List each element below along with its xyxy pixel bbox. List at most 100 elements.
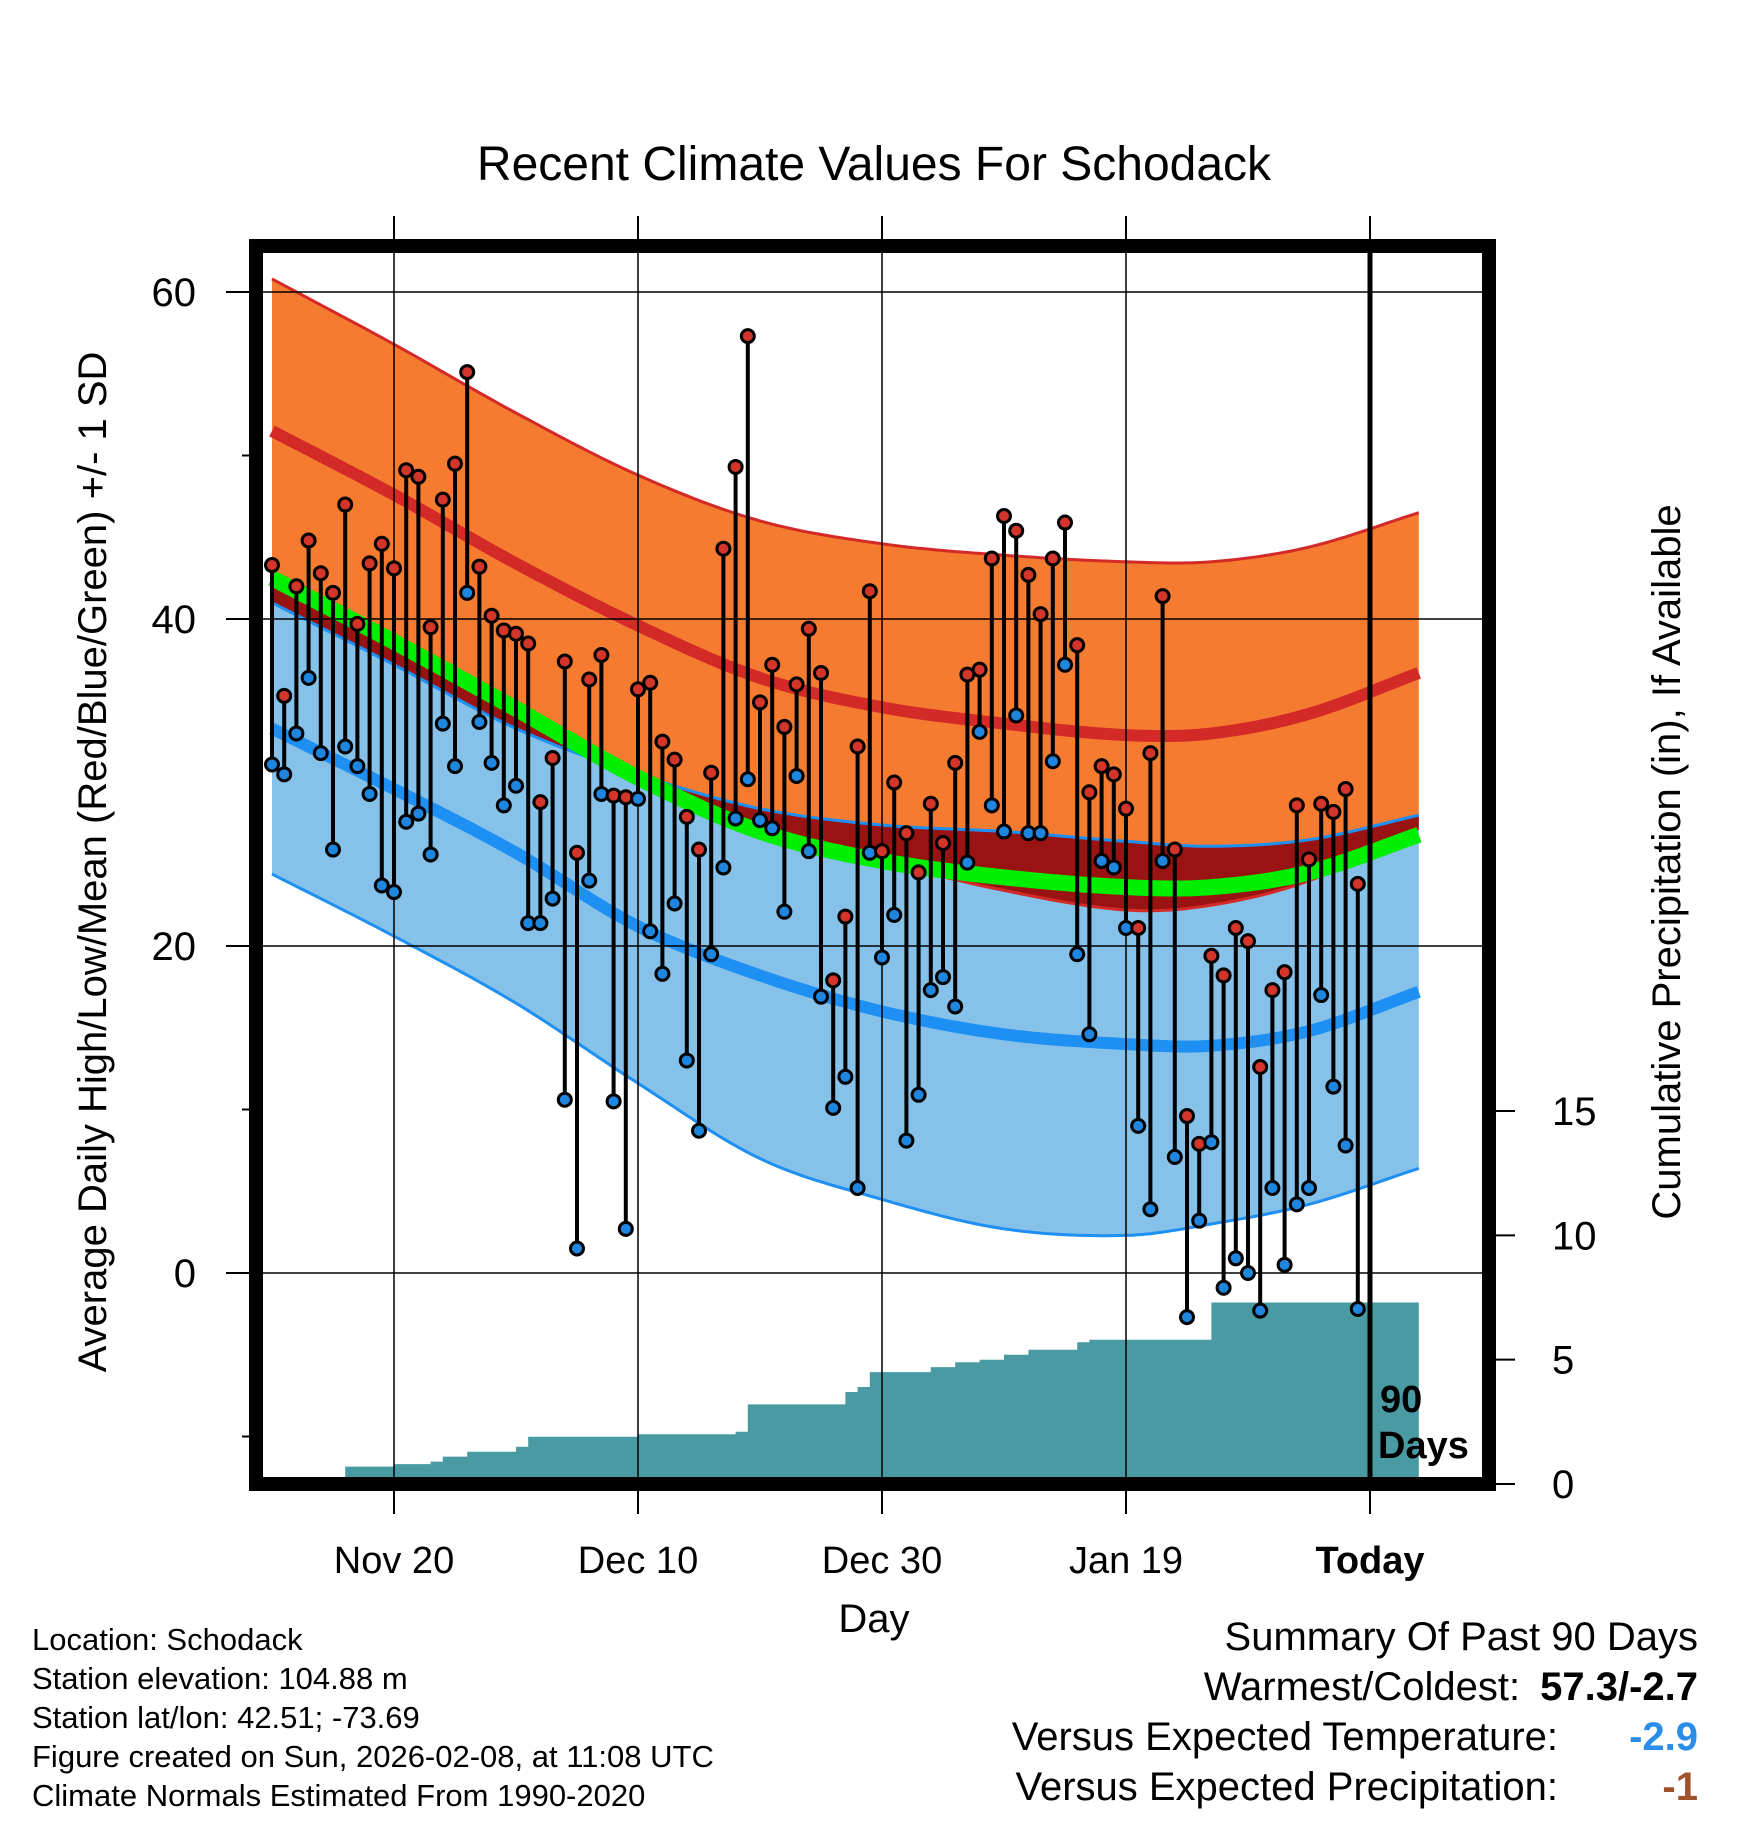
daily-high-point xyxy=(264,557,280,574)
daily-high-point xyxy=(1105,766,1122,783)
daily-high-point xyxy=(715,540,732,557)
daily-low-point xyxy=(300,669,317,686)
daily-high-point xyxy=(1044,550,1061,567)
daily-low-point xyxy=(678,1052,695,1069)
daily-high-point xyxy=(1288,797,1305,814)
temp-value: -2.9 xyxy=(1629,1715,1698,1759)
daily-high-point xyxy=(459,364,476,381)
daily-low-point xyxy=(264,756,280,773)
daily-high-point xyxy=(1215,967,1232,984)
daily-low-point xyxy=(544,890,561,907)
daily-low-point xyxy=(312,745,329,762)
daily-high-point xyxy=(508,625,524,642)
temp-label: Versus Expected Temperature: xyxy=(1011,1715,1558,1759)
daily-low-point xyxy=(837,1068,854,1085)
daily-high-point xyxy=(971,661,988,678)
daily-high-point xyxy=(1301,851,1317,868)
y-tick-label-right: 0 xyxy=(1552,1463,1574,1507)
daily-low-point xyxy=(1227,1250,1244,1267)
daily-high-point xyxy=(935,834,951,851)
daily-high-point xyxy=(983,550,1000,567)
daily-high-point xyxy=(898,825,915,842)
x-tick-label: Nov 20 xyxy=(334,1540,454,1582)
daily-high-point xyxy=(703,764,720,781)
daily-high-point xyxy=(373,535,390,552)
daily-high-point xyxy=(837,908,854,925)
x-axis-label: Day xyxy=(838,1597,909,1641)
daily-low-point xyxy=(1349,1300,1366,1317)
daily-high-point xyxy=(922,795,939,812)
daily-low-point xyxy=(1337,1137,1354,1154)
daily-low-point xyxy=(495,797,512,814)
daily-values xyxy=(264,328,1366,1326)
today-days-label-2: Days xyxy=(1378,1425,1469,1467)
daily-low-point xyxy=(1325,1078,1342,1095)
daily-high-point xyxy=(861,583,878,600)
daily-high-point xyxy=(691,841,707,858)
y-tick-label-right: 5 xyxy=(1552,1339,1574,1383)
daily-high-point xyxy=(1166,841,1183,858)
daily-low-point xyxy=(788,767,805,784)
daily-low-point xyxy=(654,965,671,982)
daily-low-point xyxy=(642,923,659,940)
daily-high-point xyxy=(483,607,500,624)
daily-high-point xyxy=(1227,920,1244,937)
daily-high-point xyxy=(434,491,451,508)
precip-label: Versus Expected Precipitation: xyxy=(1015,1765,1558,1809)
normals-text: Climate Normals Estimated From 1990-2020 xyxy=(32,1778,646,1813)
daily-high-point xyxy=(910,864,927,881)
daily-low-point xyxy=(739,771,756,788)
daily-high-point xyxy=(1093,758,1110,775)
daily-low-point xyxy=(813,988,829,1005)
daily-low-point xyxy=(898,1132,915,1149)
daily-high-point xyxy=(337,496,354,513)
daily-low-point xyxy=(983,797,1000,814)
summary-panel: Summary Of Past 90 Days Warmest/Coldest:… xyxy=(1012,1612,1698,1812)
summary-warm-cold: Warmest/Coldest: 57.3/-2.7 xyxy=(1012,1662,1698,1712)
daily-high-point xyxy=(471,558,488,575)
daily-low-point xyxy=(1301,1179,1317,1196)
daily-low-point xyxy=(1105,859,1122,876)
daily-low-point xyxy=(922,982,939,999)
daily-high-point xyxy=(739,328,756,345)
elevation-text: Station elevation: 104.88 m xyxy=(32,1661,408,1696)
precip-value: -1 xyxy=(1662,1765,1698,1809)
daily-low-point xyxy=(996,823,1012,840)
daily-high-point xyxy=(447,455,463,472)
daily-high-point xyxy=(947,754,964,771)
daily-low-point xyxy=(349,758,366,775)
normal-mean-line xyxy=(268,571,1422,897)
y-tick-label-left: 60 xyxy=(152,271,197,315)
daily-low-point xyxy=(874,949,890,966)
daily-high-point xyxy=(727,458,744,475)
daily-low-point xyxy=(1032,825,1049,842)
daily-high-point xyxy=(1130,920,1147,937)
daily-low-point xyxy=(666,895,683,912)
daily-low-point xyxy=(288,725,305,742)
x-tick-label: Today xyxy=(1315,1540,1424,1582)
daily-low-point xyxy=(276,766,293,783)
daily-low-point xyxy=(569,1240,585,1257)
daily-low-point xyxy=(630,790,646,807)
normal-high-line xyxy=(269,425,1421,742)
daily-low-point xyxy=(434,715,451,732)
latlon-text: Station lat/lon: 42.51; -73.69 xyxy=(32,1700,420,1735)
daily-low-point xyxy=(398,813,415,830)
daily-high-point xyxy=(642,674,659,691)
daily-high-point xyxy=(544,749,561,766)
daily-low-point xyxy=(459,584,476,601)
daily-high-point xyxy=(349,615,366,632)
y-tick-label-right: 10 xyxy=(1552,1214,1597,1258)
y-axis-label-left: Average Daily High/Low/Mean (Red/Blue/Gr… xyxy=(71,352,115,1373)
daily-low-point xyxy=(776,903,793,920)
y-tick-label-left: 20 xyxy=(152,925,197,969)
warm-cold-value: 57.3/-2.7 xyxy=(1540,1665,1698,1709)
daily-low-point xyxy=(373,877,390,894)
daily-low-point xyxy=(422,846,439,863)
daily-high-point xyxy=(1325,803,1342,820)
daily-high-point xyxy=(1276,964,1293,981)
daily-low-point xyxy=(959,854,976,871)
low-lower-edge xyxy=(271,872,1420,1238)
daily-low-point xyxy=(1215,1279,1232,1296)
daily-high-point xyxy=(532,794,549,811)
